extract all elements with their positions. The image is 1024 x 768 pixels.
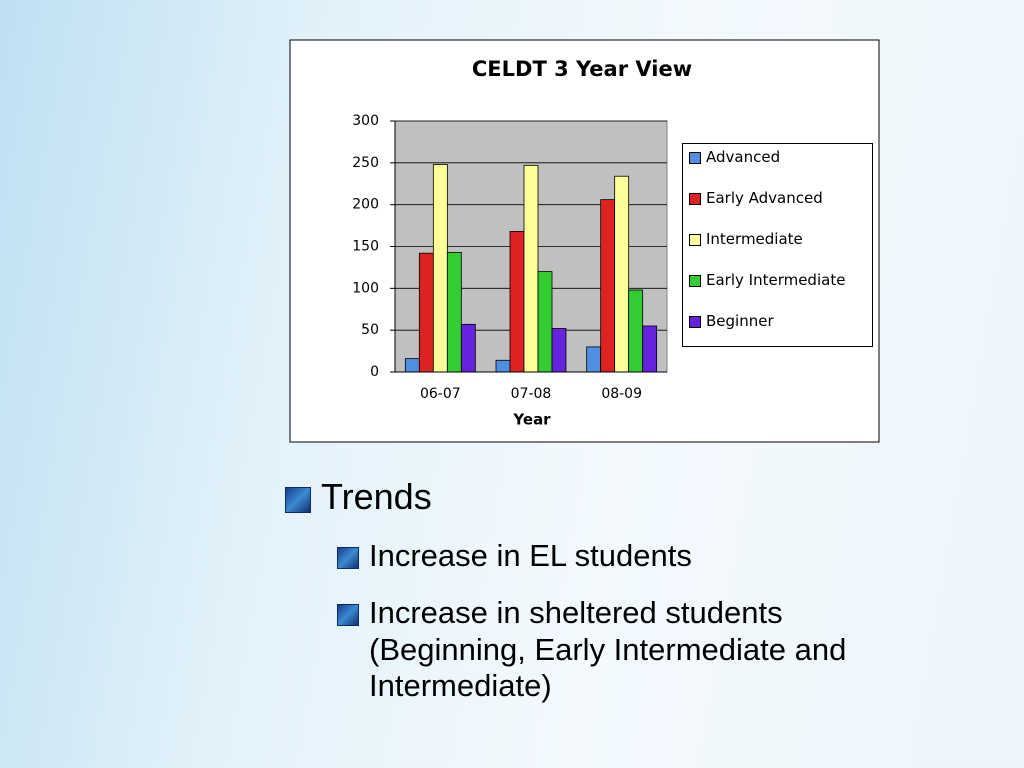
- x-tick-label: 06-07: [420, 386, 461, 402]
- legend-label: Early Advanced: [706, 189, 823, 207]
- legend: Advanced Early Advanced Intermediate Early …: [682, 143, 873, 347]
- legend-label: Early Intermediate: [706, 271, 846, 289]
- bullet: Increase in sheltered students (Beginnin…: [337, 595, 929, 705]
- legend-swatch: [689, 234, 701, 246]
- bullet-text: Increase in sheltered students (Beginnin…: [369, 595, 847, 704]
- bullet-heading: Trends: [321, 476, 432, 517]
- legend-swatch: [689, 275, 701, 287]
- legend-swatch: [689, 152, 701, 164]
- bullet-icon: [285, 487, 311, 513]
- x-tick-label: 07-08: [511, 386, 552, 402]
- bar: [642, 325, 658, 373]
- legend-entry: Intermediate: [689, 230, 866, 265]
- bar: [551, 328, 567, 373]
- bar: [586, 346, 602, 373]
- bar: [404, 358, 420, 373]
- bullet-text: Increase in EL students: [369, 538, 692, 573]
- bullet: Increase in EL students: [337, 538, 692, 574]
- bar: [537, 271, 553, 373]
- bar: [509, 231, 525, 373]
- legend-swatch: [689, 193, 701, 205]
- legend-label: Intermediate: [706, 230, 803, 248]
- bullet: Trends: [285, 476, 432, 518]
- bar: [628, 289, 644, 373]
- bar: [600, 199, 616, 373]
- legend-label: Beginner: [706, 312, 774, 330]
- legend-entry: Early Intermediate: [689, 271, 866, 306]
- bar: [432, 164, 448, 373]
- legend-label: Advanced: [706, 148, 781, 166]
- bullet-icon: [337, 604, 359, 626]
- y-tick-label: 100: [352, 280, 379, 296]
- y-tick-label: 150: [352, 239, 379, 255]
- y-tick-label: 300: [352, 113, 379, 129]
- y-tick-label: 50: [361, 322, 379, 338]
- bar: [614, 175, 630, 373]
- bar: [495, 359, 511, 373]
- legend-entry: Beginner: [689, 312, 866, 330]
- legend-entry: Advanced: [689, 148, 866, 183]
- bullet-icon: [337, 547, 359, 569]
- bar: [460, 323, 476, 373]
- legend-swatch: [689, 316, 701, 328]
- bar: [418, 252, 434, 373]
- legend-entry: Early Advanced: [689, 189, 866, 224]
- bar: [446, 251, 462, 373]
- chart-title: CELDT 3 Year View: [472, 57, 692, 81]
- y-tick-label: 250: [352, 155, 379, 171]
- x-tick-label: 08-09: [601, 386, 642, 402]
- y-tick-label: 200: [352, 197, 379, 213]
- bar: [523, 164, 539, 373]
- y-tick-label: 0: [370, 364, 379, 380]
- x-axis-title: Year: [512, 411, 551, 429]
